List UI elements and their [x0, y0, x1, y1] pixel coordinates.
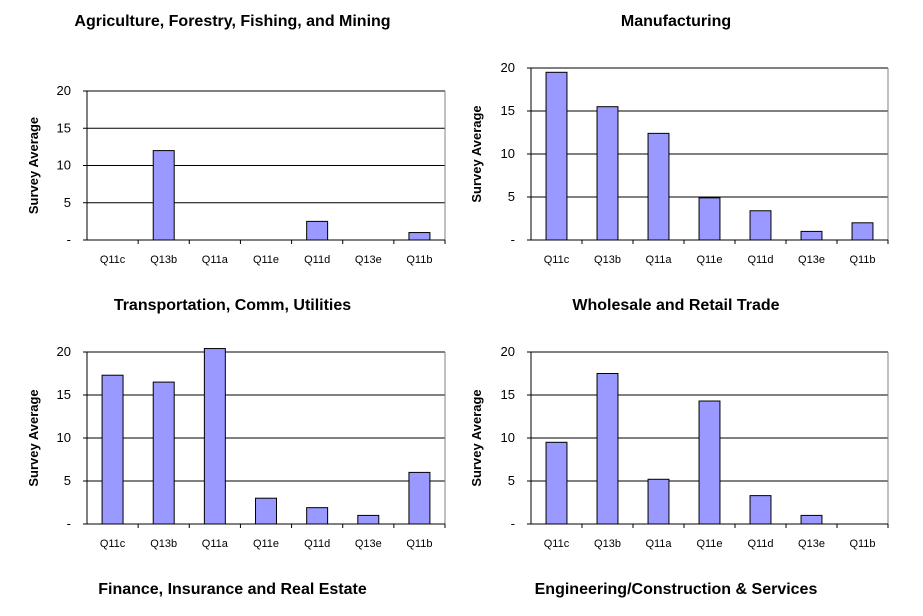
x-tick-label: Q11c	[100, 254, 126, 266]
y-tick-label: 10	[57, 158, 71, 173]
x-tick-label: Q11e	[696, 254, 722, 266]
x-tick-label: Q11b	[406, 254, 432, 266]
x-tick-label: Q11c	[544, 538, 570, 550]
chart-title-manufacturing: Manufacturing	[620, 13, 732, 30]
y-tick-label: -	[67, 232, 71, 247]
y-tick-label: 15	[501, 103, 515, 118]
y-tick-label: 10	[501, 430, 515, 445]
bar-Q11e	[698, 400, 721, 525]
bar-Q13b	[596, 373, 619, 525]
x-tick-label: Q11b	[406, 538, 432, 550]
y-tick-label: 20	[501, 344, 515, 359]
x-tick-label: Q11a	[202, 538, 229, 550]
bar-Q11d	[749, 495, 772, 525]
bar-Q13b	[596, 106, 619, 241]
bar-Q11b	[408, 232, 431, 241]
x-tick-label: Q11a	[202, 254, 229, 266]
bar-Q11a	[647, 478, 670, 525]
y-tick-label: 20	[57, 83, 71, 98]
bar-Q11c	[545, 441, 568, 525]
y-axis-label: Survey Average	[469, 105, 484, 202]
y-tick-label: 15	[501, 387, 515, 402]
bar-Q11b	[408, 471, 431, 525]
bar-Q11b	[851, 222, 874, 241]
y-tick-label: 5	[508, 473, 515, 488]
x-tick-label: Q13b	[594, 254, 621, 266]
x-tick-label: Q11e	[253, 538, 279, 550]
bar-Q13b	[152, 150, 175, 241]
x-tick-label: Q11b	[849, 538, 875, 550]
bar-Q11d	[306, 507, 329, 525]
chart-title-agriculture: Agriculture, Forestry, Fishing, and Mini…	[74, 13, 391, 30]
bar-Q11a	[647, 132, 670, 241]
x-tick-label: Q11e	[253, 254, 279, 266]
chart-panel-3: - 5 10 15 20 Survey Average Q11c Q13b Q11a Q11e Q1…	[469, 344, 889, 550]
chart-panel-1: - 5 10 15 20 Survey Average Q11c Q13b Q11a Q11e Q1…	[469, 60, 889, 266]
bar-Q11e	[255, 497, 277, 525]
bar-Q11d	[306, 220, 329, 241]
x-tick-label: Q11d	[304, 254, 330, 266]
y-tick-label: 5	[64, 195, 71, 210]
y-tick-label: -	[511, 516, 515, 531]
x-tick-label: Q13e	[355, 538, 382, 550]
y-tick-label: 10	[501, 146, 515, 161]
chart-title-engineering: Engineering/Construction & Services	[534, 581, 818, 598]
x-tick-label: Q11a	[645, 254, 672, 266]
chart-title-wholesale: Wholesale and Retail Trade	[572, 297, 780, 314]
bar-Q11c	[101, 374, 124, 525]
bar-Q11e	[698, 197, 721, 241]
x-tick-label: Q13b	[150, 538, 177, 550]
y-tick-label: 10	[57, 430, 71, 445]
y-tick-label: 20	[57, 344, 71, 359]
bar-Q13e	[800, 514, 823, 525]
y-axis-label: Survey Average	[469, 389, 484, 486]
bar-Q11c	[545, 71, 568, 241]
bar-Q13e	[357, 514, 380, 525]
x-tick-label: Q11d	[304, 538, 330, 550]
bar-Q11d	[749, 210, 772, 241]
x-tick-label: Q11c	[100, 538, 126, 550]
x-tick-label: Q13e	[355, 254, 382, 266]
chart-title-transportation: Transportation, Comm, Utilities	[113, 297, 352, 314]
y-axis-label: Survey Average	[26, 389, 41, 486]
x-tick-label: Q13b	[150, 254, 177, 266]
chart-panel-0: - 5 10 15 20 Survey Average Q11c Q13b Q11a Q11e Q1…	[26, 83, 446, 266]
y-axis-label: Survey Average	[26, 117, 41, 214]
chart-panel-2: - 5 10 15 20 Survey Average Q11c Q13b Q11a Q11e Q1…	[26, 344, 446, 550]
y-tick-label: 5	[64, 473, 71, 488]
chart-title-finance: Finance, Insurance and Real Estate	[98, 581, 367, 598]
x-tick-label: Q13b	[594, 538, 621, 550]
x-tick-label: Q13e	[798, 538, 825, 550]
x-tick-label: Q13e	[798, 254, 825, 266]
x-tick-label: Q11d	[747, 538, 773, 550]
x-tick-label: Q11c	[544, 254, 570, 266]
y-tick-label: -	[511, 232, 515, 247]
y-tick-label: -	[67, 516, 71, 531]
bar-Q13e	[800, 230, 823, 241]
x-tick-label: Q11d	[747, 254, 773, 266]
bar-Q11a	[203, 348, 226, 525]
bar-Q13b	[152, 381, 175, 525]
x-tick-label: Q11b	[849, 254, 875, 266]
y-tick-label: 5	[508, 189, 515, 204]
x-tick-label: Q11a	[645, 538, 672, 550]
x-tick-label: Q11e	[696, 538, 722, 550]
y-tick-label: 20	[501, 60, 515, 75]
y-tick-label: 15	[57, 120, 71, 135]
y-tick-label: 15	[57, 387, 71, 402]
